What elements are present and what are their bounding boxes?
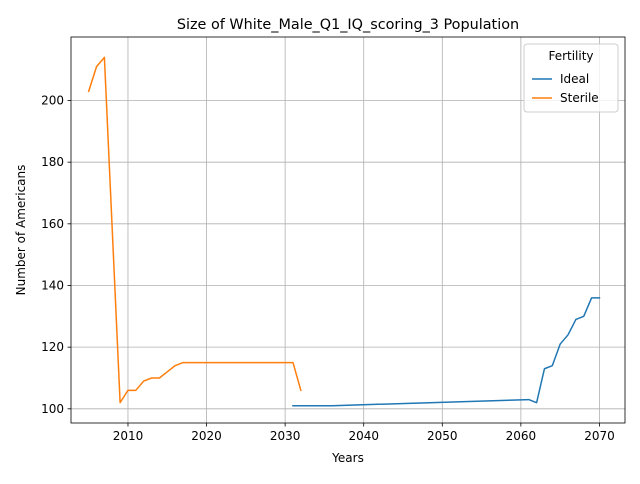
x-tick-label: 2010 — [113, 429, 144, 443]
y-axis-label: Number of Americans — [14, 165, 28, 296]
y-tick-label: 160 — [41, 217, 64, 231]
legend-title: Fertility — [548, 49, 593, 63]
legend: Fertility Ideal Sterile — [523, 43, 619, 113]
y-tick-label: 180 — [41, 155, 64, 169]
series-line-ideal — [292, 297, 601, 407]
y-tick-label: 140 — [41, 278, 64, 292]
x-tick-label: 2030 — [270, 429, 301, 443]
x-tick-label: 2070 — [584, 429, 615, 443]
x-tick-label: 2040 — [348, 429, 379, 443]
chart-title: Size of White_Male_Q1_IQ_scoring_3 Popul… — [177, 17, 519, 33]
series-layer — [87, 56, 601, 407]
legend-label-ideal: Ideal — [560, 72, 589, 86]
x-axis: 2010 2020 2030 2040 2050 2060 2070 — [113, 423, 615, 443]
series-line-sterile — [87, 56, 302, 404]
x-tick-label: 2020 — [191, 429, 222, 443]
y-axis: 100 120 140 160 180 200 — [41, 94, 71, 416]
x-tick-label: 2060 — [506, 429, 537, 443]
legend-box — [523, 43, 619, 113]
y-tick-label: 200 — [41, 94, 64, 108]
plot-frame — [70, 36, 626, 424]
x-axis-label: Years — [331, 451, 364, 465]
legend-label-sterile: Sterile — [560, 91, 599, 105]
y-tick-label: 100 — [41, 402, 64, 416]
x-tick-label: 2050 — [427, 429, 458, 443]
y-tick-label: 120 — [41, 340, 64, 354]
